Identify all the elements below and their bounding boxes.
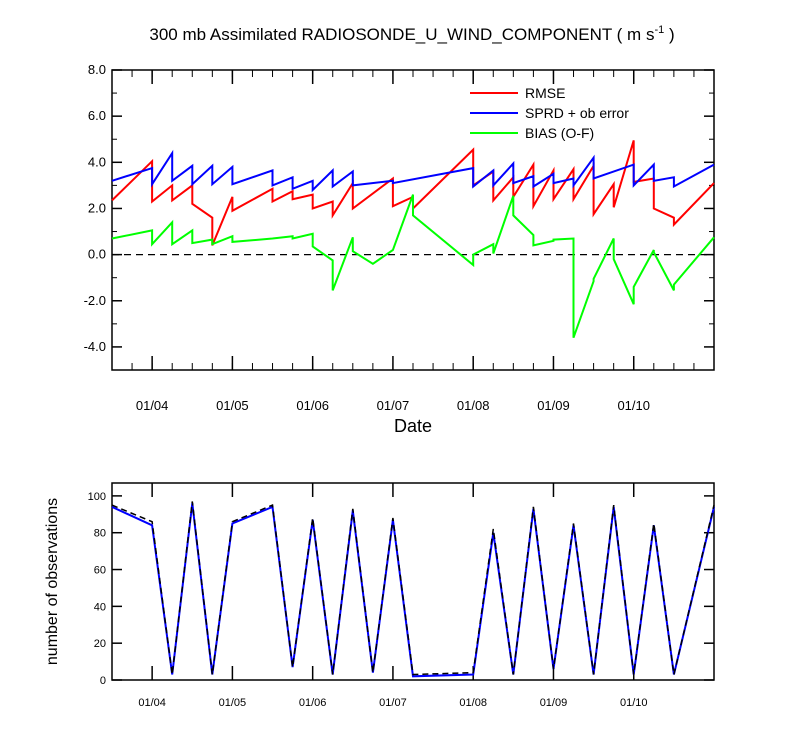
- x-tick-label: 01/04: [136, 398, 169, 413]
- x-axis-label: Date: [394, 416, 432, 436]
- x-tick-label: 01/09: [540, 697, 568, 709]
- y-tick-label: 40: [94, 601, 106, 613]
- y-tick-label: 100: [88, 491, 106, 503]
- x-tick-label: 01/07: [379, 697, 407, 709]
- y-tick-label: 80: [94, 528, 106, 540]
- observation-count-panel: 01/04 01/05 01/06 01/07 01/08 01/09 01/10 0 20 40…: [44, 482, 715, 709]
- y-tick-label: 20: [94, 638, 106, 650]
- legend-label: SPRD + ob error: [525, 105, 629, 121]
- legend-label: RMSE: [525, 85, 565, 101]
- chart-title-suffix: ): [664, 25, 674, 44]
- x-tick-label: 01/08: [459, 697, 487, 709]
- plot-frame: [111, 482, 715, 681]
- x-tick-label: 01/06: [299, 697, 327, 709]
- y-tick-label: 4.0: [88, 154, 106, 169]
- chart-title: 300 mb Assimilated RADIOSONDE_U_WIND_COM…: [149, 24, 674, 44]
- y-tick-label: -2.0: [84, 293, 106, 308]
- series-line-observations-possible: [111, 501, 715, 676]
- y-tick-label: 6.0: [88, 108, 106, 123]
- x-tick-label: 01/09: [537, 398, 570, 413]
- legend: RMSE SPRD + ob error BIAS (O-F): [470, 85, 629, 141]
- x-tick-label: 01/10: [620, 697, 648, 709]
- y-tick-label: 60: [94, 565, 106, 577]
- x-tick-label: 01/08: [457, 398, 490, 413]
- x-tick-label: 01/06: [296, 398, 329, 413]
- x-tick-label: 01/05: [216, 398, 249, 413]
- series-line-rmse: [111, 140, 715, 246]
- y-tick-label: 0.0: [88, 247, 106, 262]
- series-line-bias-o-f: [111, 194, 715, 339]
- chart-title-text: 300 mb Assimilated RADIOSONDE_U_WIND_COM…: [149, 25, 654, 44]
- x-tick-label: 01/10: [617, 398, 650, 413]
- y-axis-label: number of observations: [44, 498, 61, 665]
- y-tick-label: -4.0: [84, 339, 106, 354]
- chart-title-superscript: -1: [654, 24, 664, 36]
- series-line-sprd-ob-error: [111, 149, 715, 193]
- legend-label: BIAS (O-F): [525, 125, 594, 141]
- error-statistics-panel: 01/04 01/05 01/06 01/07 01/08 01/09 01/10 -4.0 -…: [84, 62, 715, 436]
- x-tick-label: 01/07: [377, 398, 410, 413]
- x-tick-label: 01/05: [219, 697, 247, 709]
- y-tick-label: 2.0: [88, 200, 106, 215]
- y-tick-label: 8.0: [88, 62, 106, 77]
- y-tick-label: 0: [100, 675, 106, 687]
- x-tick-label: 01/04: [138, 697, 166, 709]
